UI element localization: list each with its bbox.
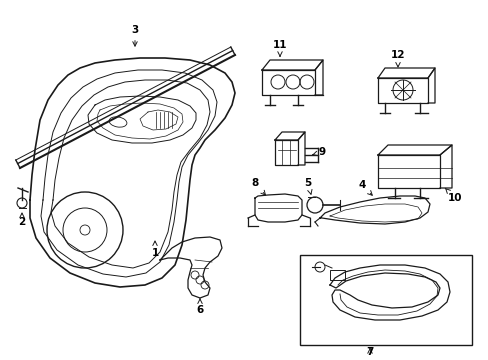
Text: 8: 8 <box>251 178 265 195</box>
Text: 6: 6 <box>196 299 203 315</box>
Text: 5: 5 <box>304 178 311 194</box>
Text: 10: 10 <box>445 188 461 203</box>
Text: 7: 7 <box>366 347 373 357</box>
Text: 3: 3 <box>131 25 138 46</box>
Text: 2: 2 <box>19 213 25 227</box>
Text: 4: 4 <box>358 180 371 195</box>
Text: 1: 1 <box>151 241 158 258</box>
Text: 12: 12 <box>390 50 405 67</box>
Text: 11: 11 <box>272 40 286 56</box>
Bar <box>329 270 345 280</box>
Bar <box>299 255 471 345</box>
Text: 9: 9 <box>312 147 325 157</box>
